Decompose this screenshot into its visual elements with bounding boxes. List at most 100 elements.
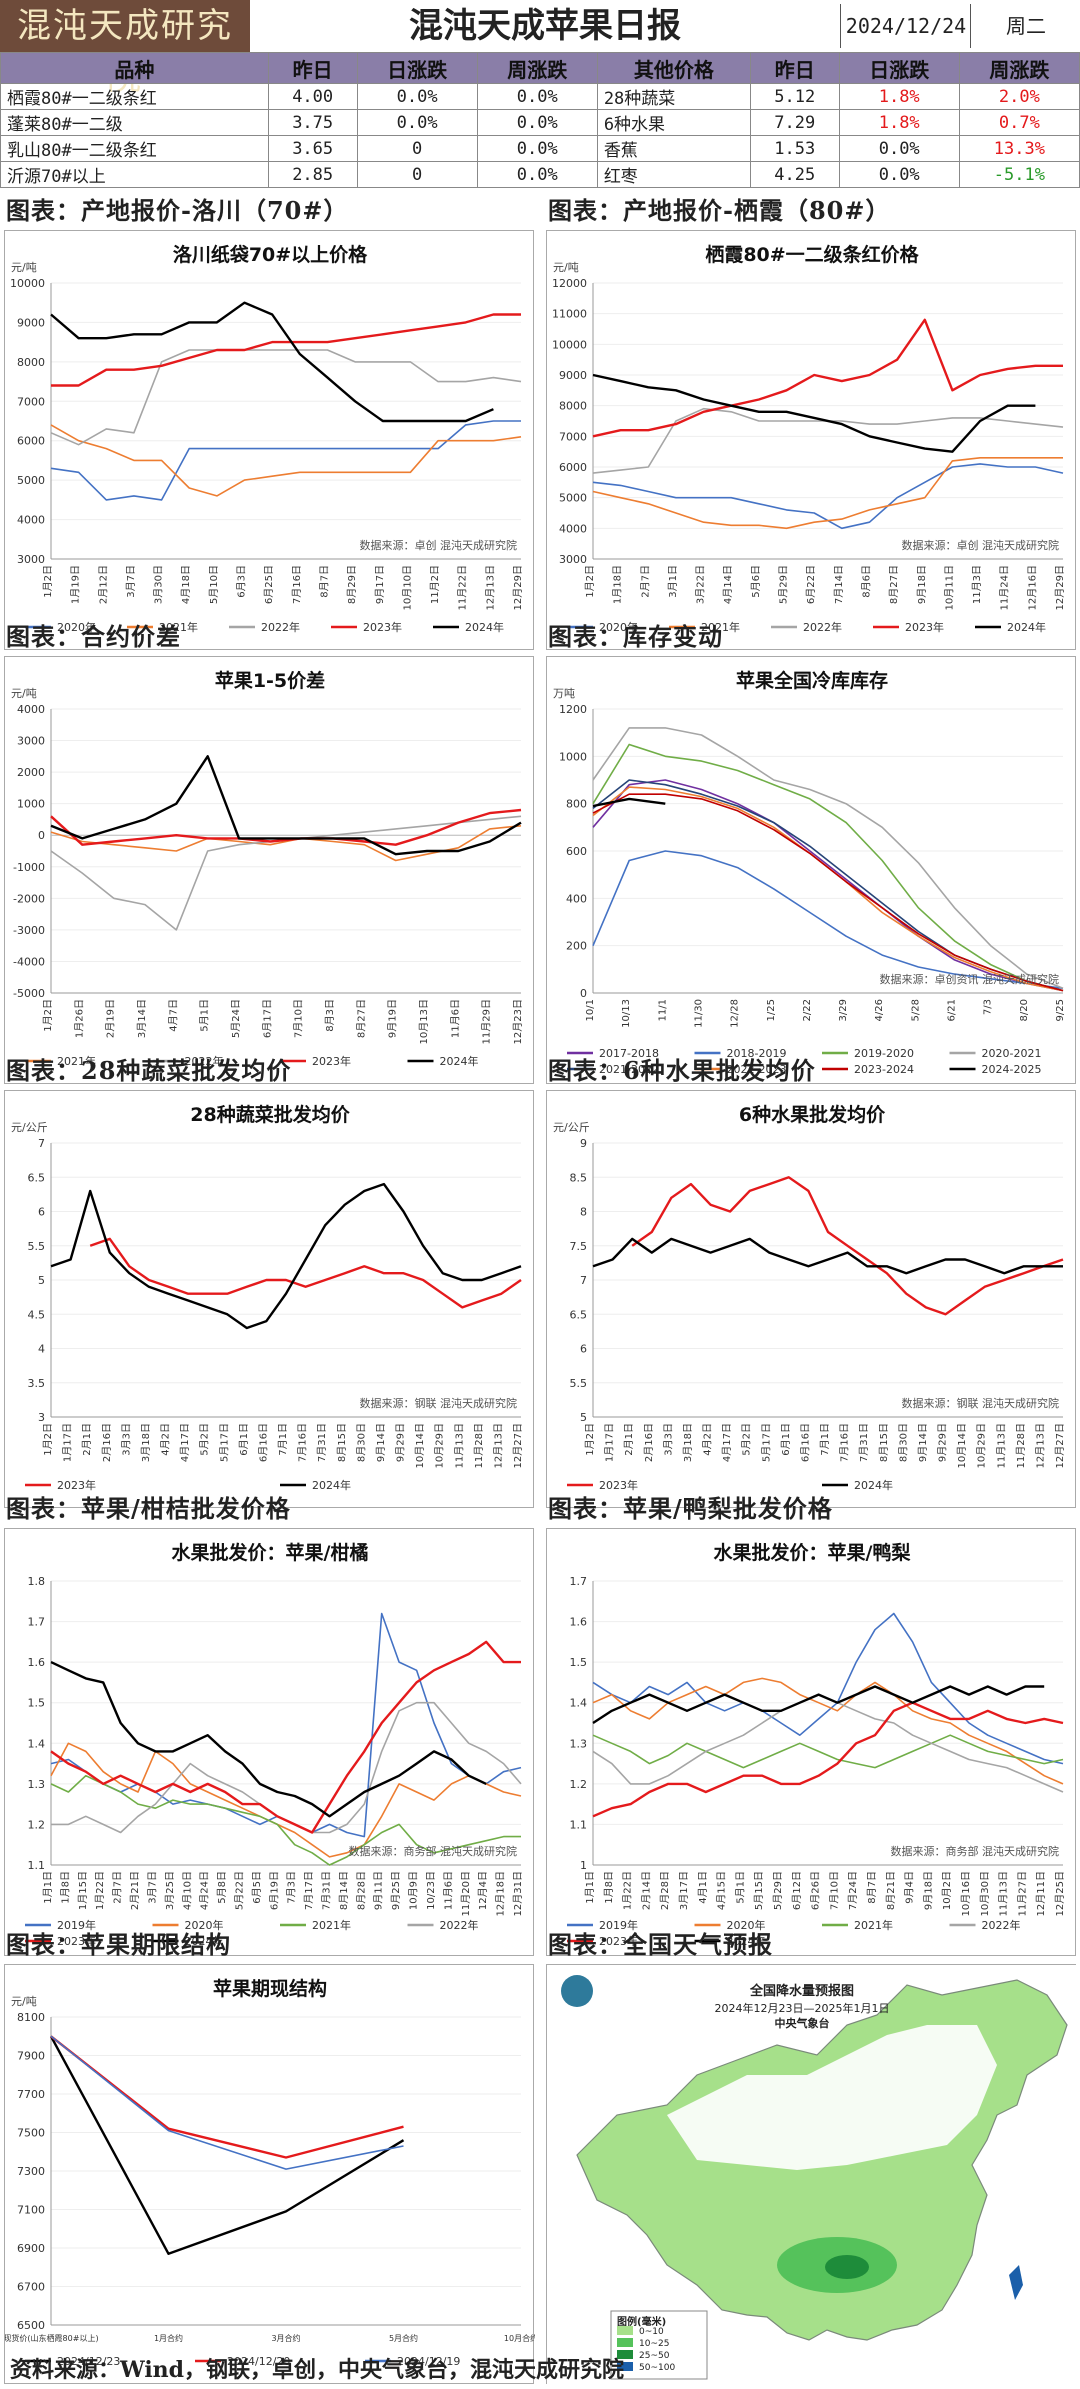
table-row: 蓬莱80#一二级 3.75 0.0% 0.0% 6种水果 7.29 1.8% 0.7% <box>0 109 1080 136</box>
x-tick-label: 9月29日 <box>937 1423 949 1462</box>
section-title: 图表：库存变动 <box>548 622 723 651</box>
table-cell: 乳山80#一二级条红 <box>0 135 269 162</box>
source-note: 数据来源：钢联 混沌天成研究院 <box>360 1396 518 1410</box>
chart-panel-luochuan: 洛川纸袋70#以上价格 元/吨 3000 4000 5000 6000 7000 8000 90… <box>4 230 534 650</box>
x-tick-label: 1月2日 <box>42 999 54 1032</box>
table-cell: 沂源70#以上 <box>0 161 269 188</box>
series-line <box>592 727 1064 990</box>
y-tick-label: 3 <box>38 1411 45 1424</box>
x-tick-label: 1月2日 <box>584 565 596 598</box>
map-legend-label: 10~25 <box>639 2339 669 2349</box>
y-tick-label: 200 <box>566 940 587 953</box>
x-tick-label: 12月11日 <box>1035 1871 1047 1916</box>
legend-label: 2017-2018 <box>599 1047 659 1060</box>
x-tick-label: 10月29日 <box>976 1423 988 1468</box>
map-title: 全国降水量预报图 <box>749 1983 854 1999</box>
page-title: 混沌天成苹果日报 <box>409 6 681 46</box>
series-line <box>50 424 522 497</box>
x-tick-label: 1月1日 <box>42 1871 54 1904</box>
y-tick-label: 4000 <box>559 522 587 535</box>
table-cell: 4.00 <box>267 83 358 110</box>
y-tick-label: 9 <box>580 1137 587 1150</box>
x-tick-label: 10月11日 <box>943 565 955 610</box>
table-cell: 13.3% <box>958 135 1080 162</box>
table-cell: 0.0% <box>476 83 598 110</box>
y-tick-label: 5 <box>38 1274 45 1287</box>
source-note: 数据来源：商务部 混沌天成研究院 <box>349 1844 518 1858</box>
y-tick-label: 2000 <box>17 766 45 779</box>
series-line <box>592 1612 1064 1765</box>
y-tick-label: 3000 <box>17 735 45 748</box>
section-title: 图表：苹果期限结构 <box>6 1930 231 1959</box>
table-cell: 2.85 <box>267 161 358 188</box>
y-tick-label: 6 <box>580 1343 587 1356</box>
logo: 混沌天成研究院 <box>0 0 250 98</box>
table-cell: 7.29 <box>749 109 840 136</box>
x-tick-label: 10月9日 <box>408 1871 420 1910</box>
x-tick-label: 1/25 <box>766 999 777 1021</box>
legend-label: 2023年 <box>599 1478 638 1492</box>
x-tick-label: 10/23日 <box>426 1871 437 1910</box>
x-tick-label: 2月1日 <box>623 1423 635 1456</box>
col-header: 周涨跌 <box>476 52 598 84</box>
weather-map-panel: 全国降水量预报图 2024年12月23日—2025年1月1日 中央气象台 图例(毫米)… <box>546 1964 1077 2385</box>
chart-panel-qixia: 栖霞80#一二级条红价格 元/吨 3000 4000 5000 6000 7000 8000 9… <box>546 230 1076 650</box>
chart-panel-term: 苹果期现结构 元/吨 6500 6700 6900 7100 7300 7500 7700 790… <box>3 1964 538 2384</box>
x-tick-label: 8月15日 <box>336 1423 348 1462</box>
y-tick-label: 600 <box>566 845 587 858</box>
table-cell: 1.8% <box>838 109 960 136</box>
legend-label: 2024年 <box>854 1478 893 1492</box>
x-tick-label: 10月30日 <box>979 1871 991 1916</box>
y-tick-label: 1.3 <box>28 1778 46 1791</box>
chart-panel-veg: 28种蔬菜批发均价 元/公斤 3 3.5 4 4.5 5 5.5 6 6.5 7 1月2日 1月17日 2… <box>4 1090 534 1508</box>
legend-label: 2024年 <box>465 620 504 634</box>
table-cell: 0 <box>356 161 478 188</box>
y-tick-label: 1.3 <box>570 1737 588 1750</box>
table-row: 沂源70#以上 2.85 0 0.0% 红枣 4.25 0.0% -5.1% <box>0 161 1080 188</box>
chart-title: 水果批发价：苹果/鸭梨 <box>714 1541 912 1564</box>
x-tick-label: 7月17日 <box>303 1871 315 1910</box>
y-tick-label: -2000 <box>13 892 45 905</box>
table-cell: 红枣 <box>596 161 751 188</box>
x-tick-label: 8月15日 <box>878 1423 890 1462</box>
table-cell: 0.7% <box>958 109 1080 136</box>
series-line <box>592 1677 1064 1785</box>
legend-label: 2024/12/23 <box>57 2355 120 2368</box>
x-tick-label: 10/13 <box>621 999 632 1028</box>
y-tick-label: 0 <box>580 987 587 1000</box>
x-tick-label: 6月5日 <box>251 1871 263 1904</box>
x-tick-label: 11月20日 <box>460 1871 472 1916</box>
y-tick-label: 400 <box>566 892 587 905</box>
x-tick-label: 7月16日 <box>291 565 303 604</box>
x-tick-label: 12月29日 <box>1054 565 1066 610</box>
legend-label: 2020年 <box>57 620 96 634</box>
map-org: 中央气象台 <box>775 2016 830 2030</box>
series-line <box>50 1182 522 1330</box>
x-tick-label: 1月2日 <box>42 565 54 598</box>
x-tick-label: 1月22日 <box>94 1871 106 1910</box>
col-header: 日涨跌 <box>838 52 960 84</box>
x-tick-label: 11/1 <box>657 999 668 1021</box>
x-tick-label: 2月14日 <box>640 1871 652 1910</box>
legend-label: 2024/12/20 <box>227 2355 290 2368</box>
x-tick-label: 4月18日 <box>180 565 192 604</box>
legend-label: 2022年 <box>982 1918 1021 1932</box>
series-line <box>592 793 1064 992</box>
x-tick-label: 2月12日 <box>97 565 109 604</box>
x-tick-label: 12月27日 <box>1054 1423 1066 1468</box>
y-tick-label: 6000 <box>17 435 45 448</box>
y-tick-label: 1.1 <box>570 1818 588 1831</box>
y-unit-label: 元/吨 <box>553 261 579 274</box>
x-tick-label: 1月8日 <box>603 1871 615 1904</box>
table-cell: 香蕉 <box>596 135 751 162</box>
y-tick-label: 1.6 <box>570 1616 588 1629</box>
x-tick-label: 5月1日 <box>734 1871 746 1904</box>
table-cell: 栖霞80#一二级条红 <box>0 83 269 110</box>
x-tick-label: 4月10日 <box>181 1871 193 1910</box>
legend-label: 2024-2025 <box>982 1063 1042 1076</box>
x-tick-label: 4月17日 <box>179 1423 191 1462</box>
series-line <box>592 779 1064 992</box>
x-tick-label: 1月8日 <box>59 1871 71 1904</box>
